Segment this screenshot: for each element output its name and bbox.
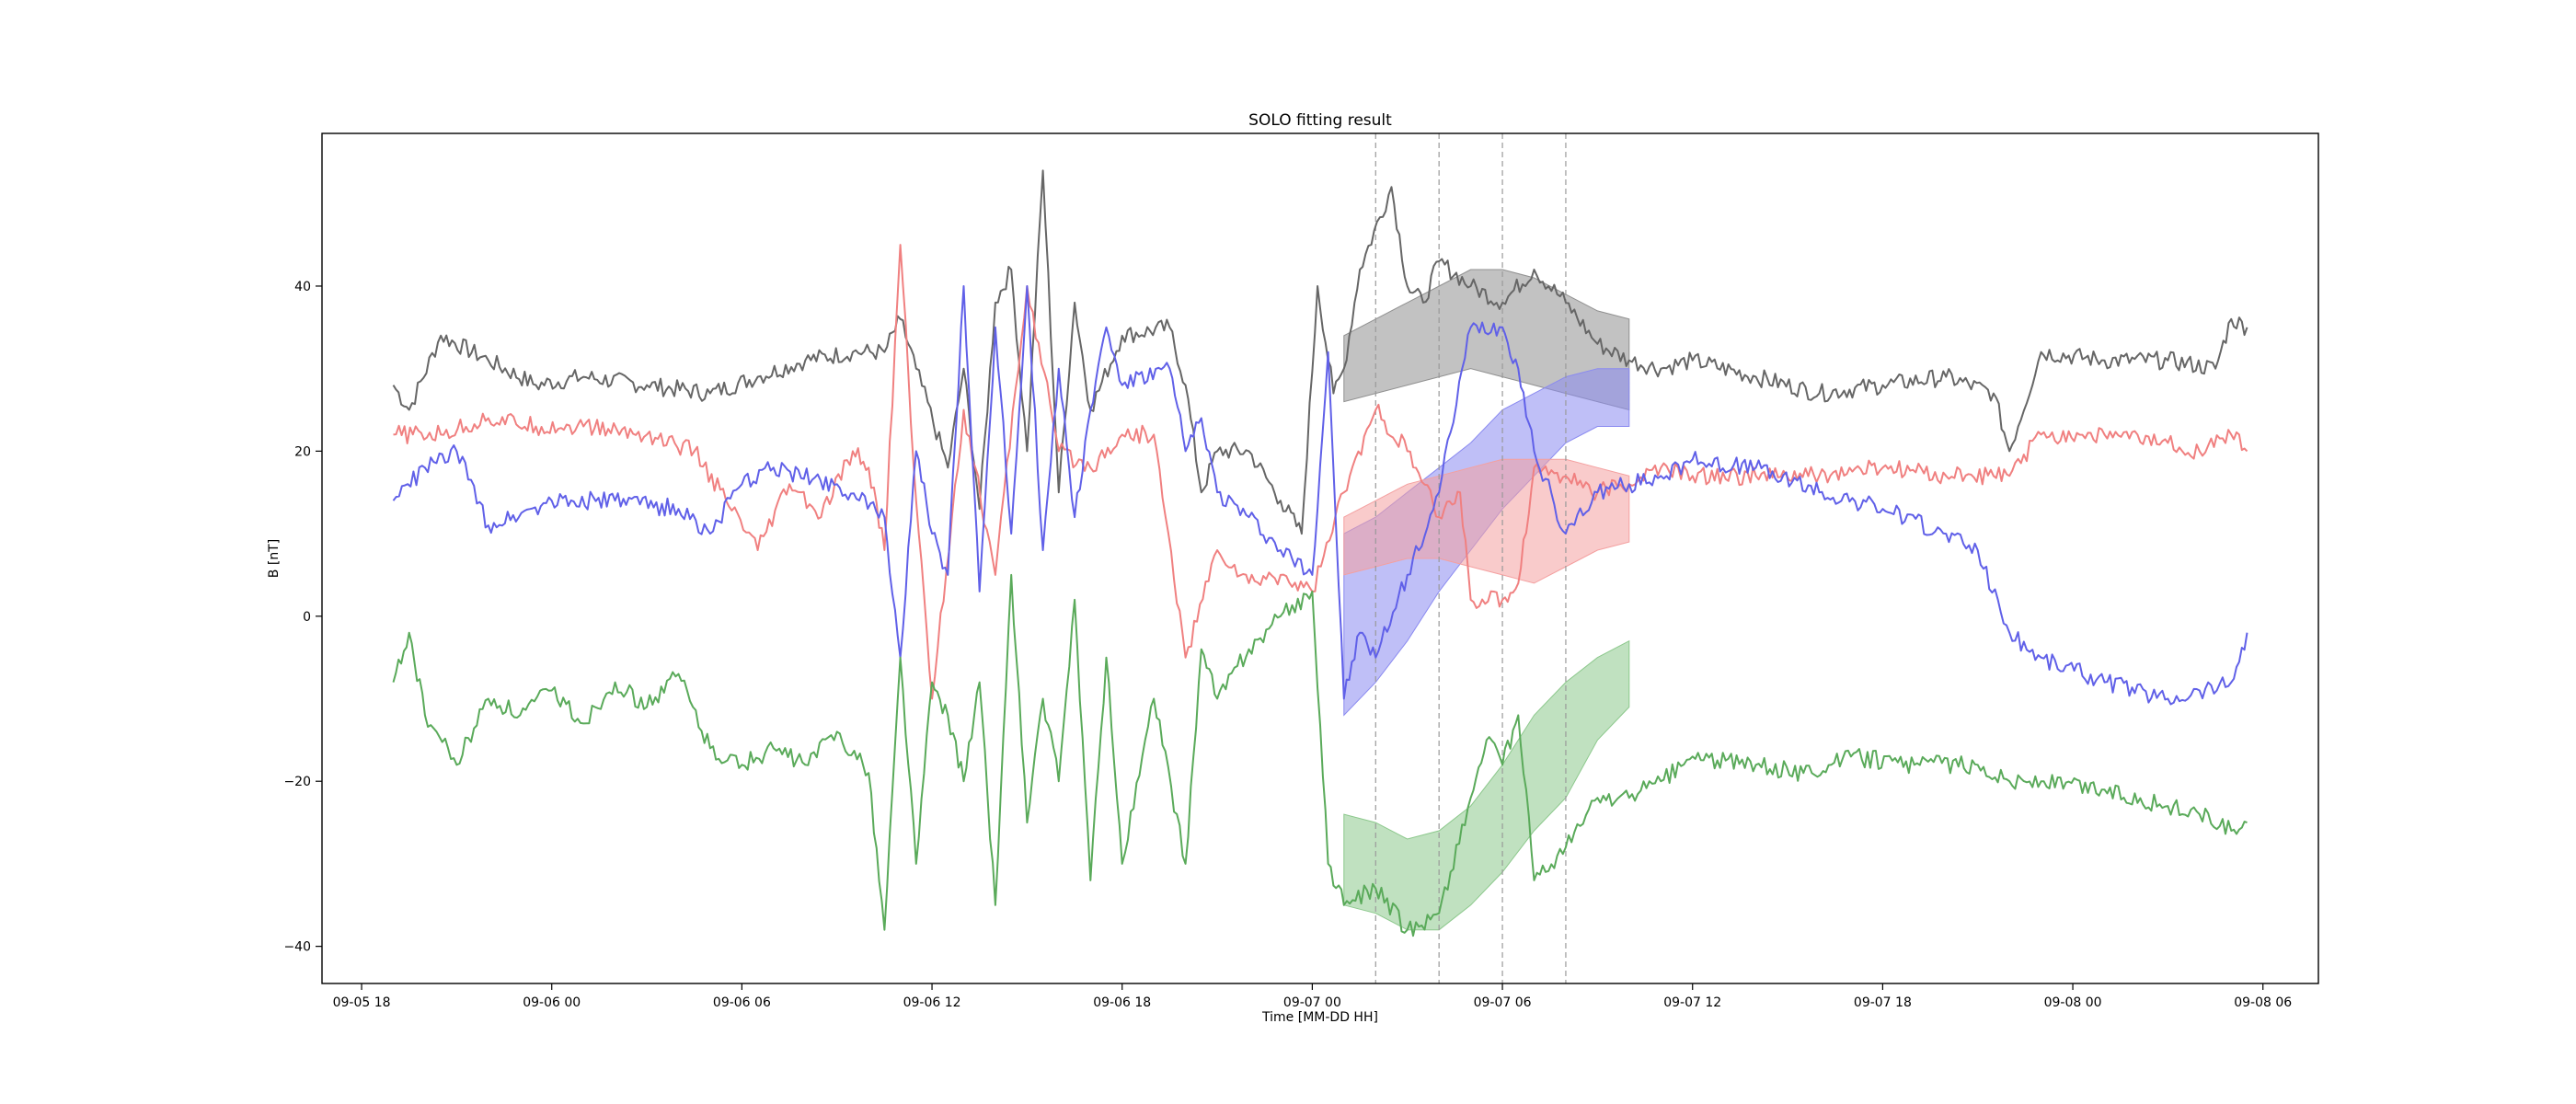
y-tick-label-5: −40	[283, 940, 311, 955]
x-tick-label-11: 09-08 06	[2234, 995, 2292, 1010]
x-tick-label-7: 09-07 06	[1474, 995, 1532, 1010]
y-axis-label: B [nT]	[267, 539, 282, 578]
bands-layer	[1343, 269, 1630, 931]
x-axis: 09-05 18 09-06 00 09-06 06 09-06 12 09-06 18…	[333, 983, 2292, 1010]
series-line-4	[392, 573, 2248, 937]
x-tick-label-8: 09-07 12	[1663, 995, 1721, 1010]
x-tick-label-9: 09-07 18	[1854, 995, 1912, 1010]
x-tick-label-3: 09-06 06	[713, 995, 771, 1010]
fit-band-4	[1343, 639, 1630, 931]
y-tick-label-4: −20	[283, 775, 311, 789]
x-tick-label-4: 09-06 12	[903, 995, 961, 1010]
series-line-3	[392, 285, 2248, 706]
x-tick-label-5: 09-06 18	[1093, 995, 1151, 1010]
y-tick-label-2: 20	[294, 444, 311, 459]
x-tick-label-2: 09-06 00	[523, 995, 581, 1010]
y-tick-label-3: 0	[303, 610, 311, 625]
plot-frame	[321, 132, 2319, 984]
chart-title: SOLO fitting result	[1248, 111, 1392, 130]
vertical-lines-layer	[1374, 133, 1567, 983]
series-line-2	[393, 244, 2248, 700]
series-line-1	[392, 169, 2248, 535]
y-axis: 40 20 0 −20 −40	[283, 280, 322, 955]
y-tick-label-1: 40	[294, 280, 311, 294]
fit-band-2	[1343, 368, 1630, 717]
x-axis-label: Time [MM-DD HH]	[1261, 1010, 1378, 1025]
series-layer	[392, 169, 2248, 937]
x-tick-label-1: 09-05 18	[333, 995, 391, 1010]
x-tick-label-10: 09-08 00	[2044, 995, 2102, 1010]
x-tick-label-6: 09-07 00	[1283, 995, 1341, 1010]
